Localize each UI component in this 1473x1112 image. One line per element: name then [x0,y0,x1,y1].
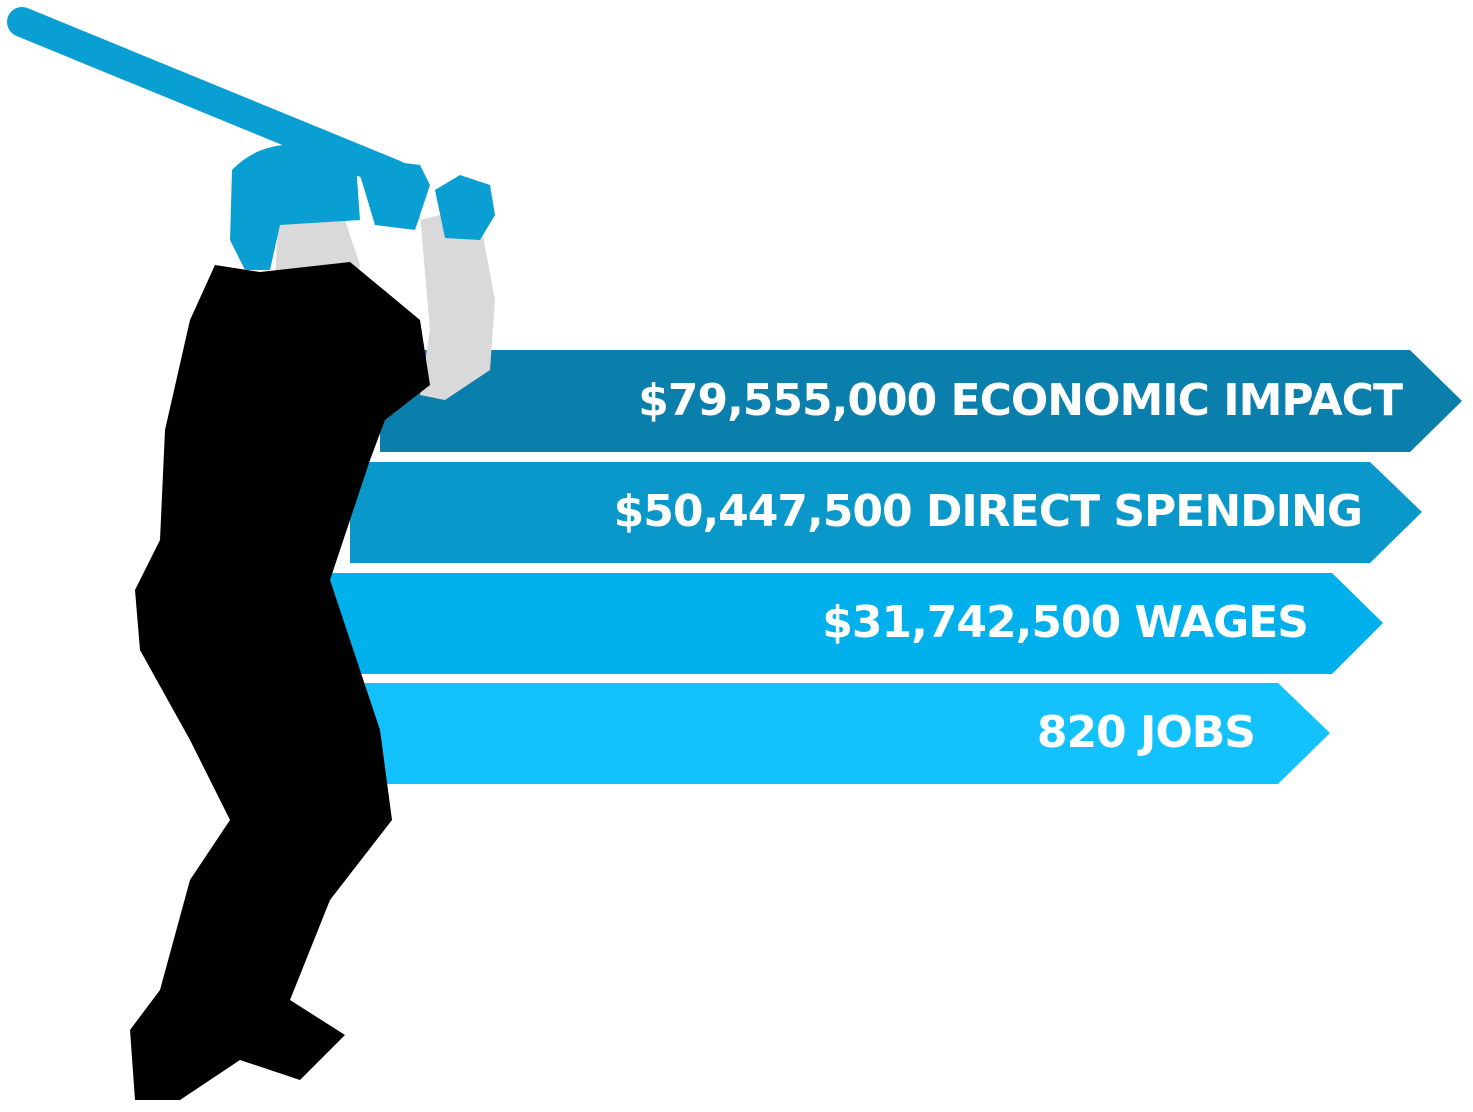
infographic: $79,555,000 ECONOMIC IMPACT $50,447,500 … [0,0,1473,1112]
item-label: $50,447,500 DIRECT SPENDING [614,486,1362,537]
item-label: $79,555,000 ECONOMIC IMPACT [638,375,1403,426]
page: {"items": [ {"label": "$79,555,000 ECONO… [0,0,1473,1112]
item-label: 820 JOBS [1037,707,1255,758]
item-label: $31,742,500 WAGES [822,597,1308,648]
